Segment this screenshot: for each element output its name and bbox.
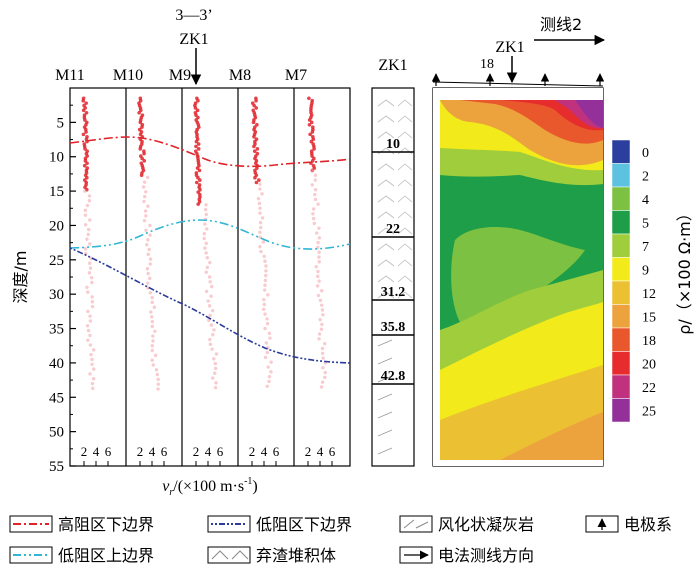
- resistivity-contours: [433, 88, 603, 466]
- velocity-tick-label: 2: [81, 444, 88, 459]
- interface-label-42-8: 42.8: [381, 369, 406, 384]
- interface-lines: [372, 151, 414, 385]
- colorbar-swatch: [611, 374, 631, 399]
- profile-labels: M11 M10 M9 M8 M7: [55, 67, 307, 84]
- velocity-axis-label: vr/(×100 m·s-1): [162, 476, 257, 498]
- colorbar-tick-label: 22: [642, 381, 656, 396]
- legend-high-res-lower: 高阻区下边界: [58, 515, 154, 534]
- colorbar-swatch: [611, 257, 631, 282]
- velocity-tick-label: 4: [317, 444, 324, 459]
- colorbar-tick-label: 25: [642, 404, 656, 419]
- depth-tick-label: 55: [49, 459, 64, 475]
- depth-tick-label: 20: [49, 218, 64, 234]
- legend-low-res-upper: 低阻区上边界: [58, 546, 154, 565]
- borehole-column-title: ZK1: [378, 57, 407, 74]
- colorbar-swatch: [611, 210, 631, 235]
- borehole-label-section: ZK1: [495, 39, 524, 56]
- ground-surface: [432, 81, 604, 87]
- legend: 高阻区下边界 低阻区下边界 风化状凝灰岩 电极系 低阻区上边界 弃渣堆积体 电法…: [9, 515, 672, 565]
- interface-label-22: 22: [386, 222, 400, 237]
- depth-tick-label: 50: [49, 425, 64, 441]
- depth-tick-label: 45: [49, 390, 64, 406]
- legend-survey-direction: 电法测线方向: [438, 546, 534, 565]
- velocity-tick-label: 2: [193, 444, 200, 459]
- depth-tick-label: 30: [49, 287, 64, 303]
- electrode-markers: [431, 73, 605, 86]
- velocity-tick-label: 6: [273, 444, 280, 459]
- colorbar-tick-label: 0: [642, 146, 649, 161]
- colorbar-tick-label: 7: [642, 240, 649, 255]
- depth-tick-label: 10: [49, 150, 64, 166]
- depth-tick-label: 5: [57, 115, 65, 131]
- colorbar-swatch: [611, 186, 631, 211]
- depth-tick-label: 25: [49, 253, 64, 269]
- colorbar-swatch: [611, 327, 631, 352]
- profile-label-m10: M10: [113, 67, 143, 84]
- borehole-label-top: ZK1: [179, 31, 208, 48]
- section-label: 3—3’: [175, 7, 212, 24]
- colorbar-tick-label: 4: [642, 193, 649, 208]
- colorbar-tick-label: 18: [642, 334, 656, 349]
- profile-label-m9: M9: [169, 67, 191, 84]
- velocity-tick-label: 6: [161, 444, 168, 459]
- borehole-column-frame: [371, 87, 415, 467]
- velocity-tick-label: 6: [329, 444, 336, 459]
- legend-weathered-tuff: 风化状凝灰岩: [438, 515, 534, 534]
- high-resistivity-lower-boundary: [69, 136, 351, 168]
- interface-label-31-2: 31.2: [381, 285, 406, 300]
- velocity-tick-label: 4: [93, 444, 100, 459]
- colorbar-swatch: [611, 304, 631, 329]
- depth-axis-label: 深度/m: [11, 251, 30, 304]
- colorbar-swatch: [611, 280, 631, 305]
- profile-label-m7: M7: [285, 67, 307, 84]
- profile-label-m8: M8: [229, 67, 251, 84]
- resistivity-section: 测线2 ZK1 18: [431, 15, 694, 467]
- velocity-tick-label: 4: [205, 444, 212, 459]
- depth-axis: 5 10 15 20 25 30 35 40 45 50 55: [49, 104, 76, 475]
- legend-waste-slag-icon: [211, 550, 249, 560]
- low-resistivity-lower-boundary: [69, 247, 351, 364]
- velocity-traces: [81, 96, 328, 391]
- low-resistivity-upper-boundary: [69, 219, 351, 250]
- colorbar-tick-label: 2: [642, 169, 649, 184]
- legend-low-res-lower: 低阻区下边界: [256, 515, 352, 534]
- velocity-log-panel: 3—3’ ZK1 M11 M10 M9 M8 M7 5 10 15 20 25 30 35 4…: [11, 7, 351, 498]
- colorbar-tick-label: 12: [642, 287, 656, 302]
- velocity-tick-label: 2: [137, 444, 144, 459]
- interface-labels: 10 22 31.2 35.8 42.8: [381, 137, 406, 384]
- colorbar-tick-label: 9: [642, 263, 649, 278]
- velocity-tick-label: 4: [261, 444, 268, 459]
- column-dividers: [125, 88, 295, 466]
- colorbar-label: ρ/（×100 Ω·m）: [675, 205, 694, 334]
- colorbar-tick-label: 20: [642, 357, 656, 372]
- survey-line-label: 测线2: [540, 15, 582, 34]
- depth-tick-label: 35: [49, 322, 64, 338]
- depth-tick-label: 40: [49, 356, 64, 372]
- depth-tick-label: 15: [49, 184, 64, 200]
- colorbar-tick-label: 15: [642, 310, 656, 325]
- colorbar-swatch: [611, 139, 631, 164]
- velocity-tick-label: 4: [149, 444, 156, 459]
- profile-label-m11: M11: [55, 67, 85, 84]
- colorbar: 0 2 4 5 7 9 12 15 18 20 22 25: [611, 139, 656, 423]
- velocity-tick-label: 2: [249, 444, 256, 459]
- colorbar-swatch: [611, 351, 631, 376]
- interface-label-10: 10: [386, 137, 400, 152]
- colorbar-swatch: [611, 233, 631, 258]
- legend-waste-slag: 弃渣堆积体: [256, 546, 336, 565]
- colorbar-tick-label: 5: [642, 216, 649, 231]
- velocity-tick-label: 2: [305, 444, 312, 459]
- velocity-tick-label: 6: [105, 444, 112, 459]
- colorbar-swatch: [611, 163, 631, 188]
- interface-label-35-8: 35.8: [381, 320, 406, 335]
- colorbar-swatch: [611, 398, 631, 423]
- velocity-tick-label: 6: [217, 444, 224, 459]
- electrode-number: 18: [480, 57, 494, 72]
- legend-electrode: 电极系: [624, 515, 672, 534]
- borehole-column: ZK1 10 22 31.2 35.8 42.8: [371, 57, 415, 467]
- legend-weathered-tuff-icon: [403, 519, 429, 529]
